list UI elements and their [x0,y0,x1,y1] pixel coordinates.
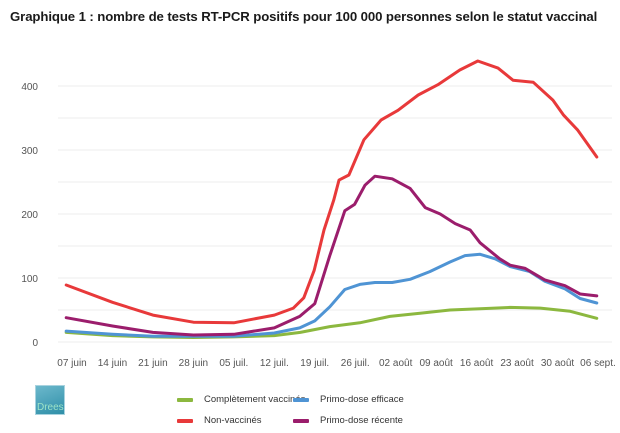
legend-swatch [293,418,309,423]
series-line-primo-dose-recente [64,174,599,337]
legend-label: Primo-dose récente [320,415,403,426]
legend-label: Complètement vaccinés [204,394,306,405]
x-tick-label: 12 juil. [260,358,289,369]
logo-text: Drees [37,402,64,413]
y-tick-label: 0 [32,338,38,349]
legend-swatch [293,397,309,402]
legend-item-primo-dose-efficace: Primo-dose efficace [293,394,404,405]
x-tick-label: 21 juin [138,358,167,369]
grid-lines [58,85,612,343]
drees-logo: Drees [35,385,65,415]
legend-item-non-vaccines: Non-vaccinés [177,415,262,426]
x-tick-label: 07 juin [57,358,86,369]
y-axis-ticks: 0 100 200 300 400 [21,82,38,349]
x-tick-label: 16 août [460,358,494,369]
y-tick-label: 200 [21,210,38,221]
y-tick-label: 100 [21,274,38,285]
x-tick-label: 02 août [379,358,413,369]
x-tick-label: 26 juil. [341,358,370,369]
x-axis-ticks: 07 juin 14 juin 21 juin 28 juin 05 juil. 12 j… [57,358,616,369]
series-lines [64,59,599,339]
legend-swatch [177,397,193,402]
y-tick-label: 400 [21,82,38,93]
legend-item-primo-dose-recente: Primo-dose récente [293,415,403,426]
x-tick-label: 14 juin [98,358,127,369]
x-tick-label: 09 août [419,358,453,369]
x-tick-label: 19 juil. [300,358,329,369]
legend-label: Non-vaccinés [204,415,262,426]
y-tick-label: 300 [21,146,38,157]
x-tick-label: 05 juil. [219,358,248,369]
series-line-non-vaccines [64,59,599,325]
x-tick-label: 06 sept. [580,358,616,369]
x-tick-label: 30 août [541,358,575,369]
legend-label: Primo-dose efficace [320,394,404,405]
chart-title: Graphique 1 : nombre de tests RT-PCR pos… [10,9,598,24]
x-tick-label: 28 juin [179,358,208,369]
legend-item-completement-vaccines: Complètement vaccinés [177,394,305,405]
legend-swatch [177,418,193,423]
x-tick-label: 23 août [500,358,534,369]
line-chart: 0 100 200 300 400 07 juin 14 juin 21 juin 28 ju… [21,59,616,369]
